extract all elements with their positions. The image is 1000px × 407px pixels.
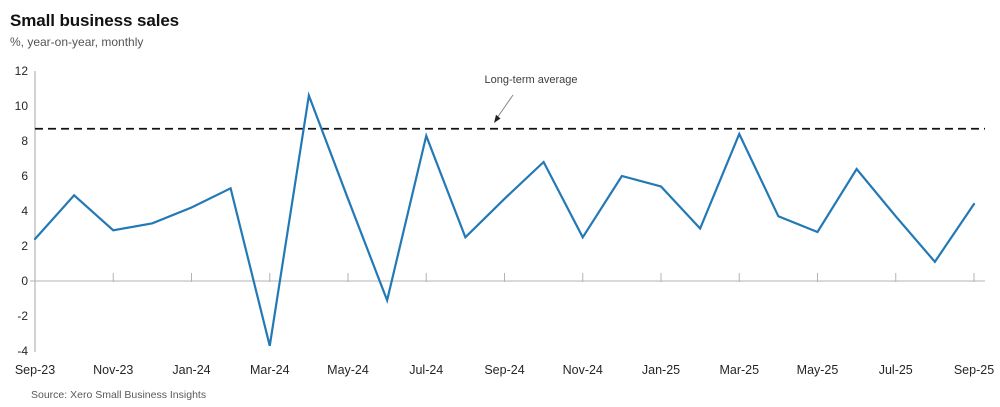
sales-line-series [33, 91, 976, 347]
y-tick-label: 8 [21, 134, 28, 148]
x-tick-label: Nov-23 [93, 363, 134, 377]
chart-subtitle: %, year-on-year, monthly [10, 35, 144, 49]
y-tick-label: 4 [21, 204, 28, 218]
y-tick-label: -2 [17, 309, 28, 323]
y-tick-label: 2 [21, 239, 28, 253]
x-tick-label: Jan-25 [641, 363, 681, 377]
source-note: Source: Xero Small Business Insights [31, 389, 207, 401]
x-tick-label: Mar-24 [249, 363, 290, 377]
x-tick-label: Sep-24 [484, 363, 525, 377]
annotation-arrowhead-icon [494, 114, 501, 123]
x-tick-label: May-24 [327, 363, 369, 377]
annotation-arrow [496, 94, 514, 119]
y-tick-label: 10 [14, 99, 28, 113]
x-tick-label: Jul-25 [878, 363, 913, 377]
x-tick-label: Sep-25 [953, 363, 995, 377]
y-tick-label: 12 [14, 64, 28, 78]
x-tick-label: Jan-24 [172, 363, 211, 377]
x-tick-label: Mar-25 [719, 363, 760, 377]
x-tick-label: May-25 [796, 363, 839, 377]
y-tick-label: 6 [21, 169, 28, 183]
y-tick-label: -4 [17, 344, 28, 358]
long-term-average-annotation: Long-term average [484, 74, 578, 86]
y-tick-label: 0 [21, 274, 28, 288]
x-tick-label: Jul-24 [409, 363, 444, 377]
x-tick-label: Nov-24 [562, 363, 603, 377]
chart-title: Small business sales [10, 11, 180, 30]
x-tick-label: Sep-23 [14, 363, 56, 377]
